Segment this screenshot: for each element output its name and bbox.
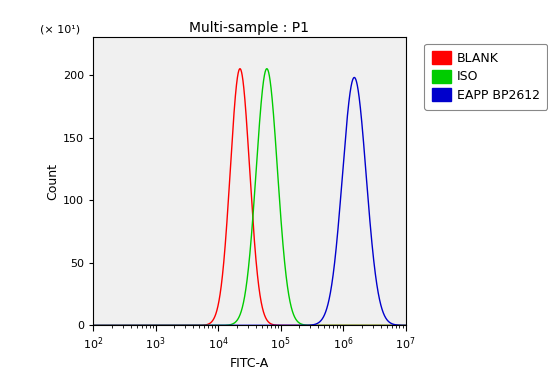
ISO [322,323,328,328]
BLANK [288,323,295,328]
EAPP BP2612 [275,323,281,328]
Y-axis label: Count: Count [46,163,59,200]
BLANK [237,67,243,71]
EAPP BP2612 [106,323,112,328]
Text: (× 10¹): (× 10¹) [40,25,80,34]
ISO [402,323,409,328]
BLANK [203,322,209,327]
BLANK [275,323,281,328]
BLANK [90,323,96,328]
Line: EAPP BP2612: EAPP BP2612 [93,77,406,325]
EAPP BP2612 [322,312,328,316]
ISO [90,323,96,328]
ISO [203,323,209,328]
X-axis label: FITC-A: FITC-A [230,356,269,370]
BLANK [106,323,112,328]
EAPP BP2612 [288,323,295,328]
ISO [275,176,281,180]
ISO [288,306,295,311]
BLANK [338,323,345,328]
ISO [106,323,112,328]
BLANK [402,323,409,328]
EAPP BP2612 [90,323,96,328]
Line: BLANK: BLANK [93,69,406,325]
ISO [338,323,345,328]
EAPP BP2612 [351,75,358,80]
BLANK [322,323,328,328]
Legend: BLANK, ISO, EAPP BP2612: BLANK, ISO, EAPP BP2612 [424,44,547,110]
EAPP BP2612 [338,186,345,190]
Title: Multi-sample : P1: Multi-sample : P1 [190,21,309,35]
ISO [264,67,270,71]
EAPP BP2612 [402,323,409,328]
Line: ISO: ISO [93,69,406,325]
EAPP BP2612 [203,323,209,328]
